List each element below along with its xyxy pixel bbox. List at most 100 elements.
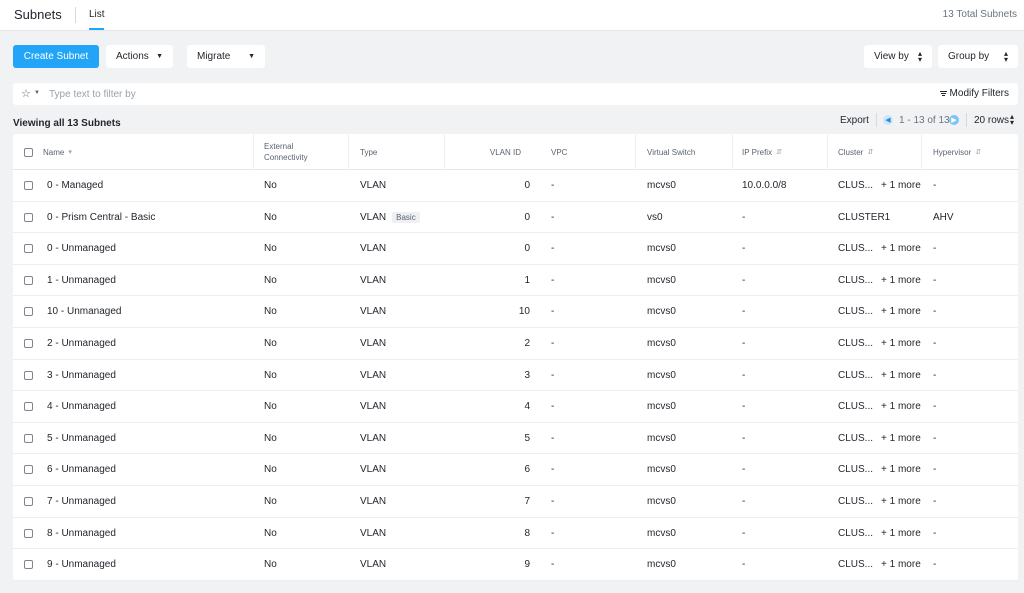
- table-row[interactable]: 0 - Prism Central - Basic No VLAN Basic 0 - vs…: [13, 202, 1018, 234]
- table-row[interactable]: 10 - Unmanaged No VLAN 10 - mcvs0 - CLUS... + 1 …: [13, 296, 1018, 328]
- cell-name[interactable]: 10 - Unmanaged: [47, 296, 122, 327]
- cell-name[interactable]: 0 - Managed: [47, 170, 103, 201]
- column-header-ip-prefix[interactable]: IP Prefix ⇵: [742, 134, 822, 170]
- filter-input[interactable]: [49, 86, 549, 102]
- row-checkbox[interactable]: [24, 370, 33, 380]
- cell-ip-prefix: -: [742, 518, 745, 549]
- column-header-type[interactable]: Type: [360, 134, 440, 170]
- more-clusters-link[interactable]: + 1 more: [881, 464, 921, 476]
- subnet-name-link[interactable]: 0 - Prism Central - Basic: [47, 211, 156, 223]
- tab-list[interactable]: List: [89, 9, 105, 20]
- row-checkbox[interactable]: [24, 275, 33, 285]
- row-checkbox[interactable]: [24, 560, 33, 570]
- table-row[interactable]: 3 - Unmanaged No VLAN 3 - mcvs0 - CLUS... + 1 mo…: [13, 360, 1018, 392]
- cell-name[interactable]: 8 - Unmanaged: [47, 518, 116, 549]
- actions-dropdown[interactable]: Actions ▼: [106, 45, 173, 68]
- row-checkbox[interactable]: [24, 402, 33, 412]
- cell-cluster: CLUS... + 1 more: [838, 518, 921, 549]
- subnet-name-link[interactable]: 5 - Unmanaged: [47, 432, 116, 444]
- more-clusters-link[interactable]: + 1 more: [881, 180, 921, 191]
- cell-text: VLAN: [360, 306, 387, 318]
- more-clusters-link[interactable]: + 1 more: [881, 559, 921, 571]
- cell-name[interactable]: 0 - Prism Central - Basic: [47, 202, 155, 233]
- more-clusters-link[interactable]: + 1 more: [881, 401, 921, 413]
- modify-filters-button[interactable]: Modify Filters: [939, 88, 1009, 99]
- row-checkbox[interactable]: [24, 339, 33, 348]
- group-by-select[interactable]: Group by ▴ ▾: [938, 45, 1018, 68]
- row-checkbox[interactable]: [24, 433, 33, 443]
- column-header-cluster[interactable]: Cluster ⇵: [838, 134, 918, 170]
- subnet-name-link[interactable]: 10 - Unmanaged: [47, 306, 122, 318]
- subnet-name-link[interactable]: 2 - Unmanaged: [47, 338, 116, 349]
- export-link[interactable]: Export: [840, 115, 869, 126]
- subnet-name-link[interactable]: 0 - Unmanaged: [47, 243, 116, 255]
- create-subnet-button[interactable]: Create Subnet: [13, 45, 99, 68]
- column-header-virtual-switch[interactable]: Virtual Switch: [647, 134, 727, 170]
- previous-page-icon[interactable]: ◀: [883, 115, 893, 125]
- table-row[interactable]: 2 - Unmanaged No VLAN 2 - mcvs0 - CLUS... + 1 mo…: [13, 328, 1018, 360]
- cell-text: -: [551, 464, 555, 476]
- cell-name[interactable]: 1 - Unmanaged: [47, 265, 116, 296]
- subnet-name-link[interactable]: 7 - Unmanaged: [47, 496, 116, 507]
- column-header-external-connectivity[interactable]: External Connectivity: [264, 134, 334, 170]
- sort-desc-icon: ▾: [68, 148, 72, 156]
- subnet-name-link[interactable]: 1 - Unmanaged: [47, 274, 116, 286]
- column-header-vpc[interactable]: VPC: [551, 134, 631, 170]
- more-clusters-link[interactable]: + 1 more: [881, 369, 921, 381]
- table-row[interactable]: 6 - Unmanaged No VLAN 6 - mcvs0 - CLUS... + 1 mo…: [13, 454, 1018, 486]
- table-row[interactable]: 8 - Unmanaged No VLAN 8 - mcvs0 - CLUS... + 1 mo…: [13, 518, 1018, 550]
- column-header-hypervisor[interactable]: Hypervisor ⇵: [933, 134, 1013, 170]
- row-checkbox[interactable]: [24, 307, 33, 317]
- row-checkbox[interactable]: [24, 465, 33, 475]
- cell-external-connectivity: No: [264, 328, 277, 359]
- row-checkbox[interactable]: [24, 528, 33, 538]
- rows-per-page-select[interactable]: 20 rows ▴ ▾: [974, 113, 1014, 127]
- star-icon[interactable]: ☆: [21, 88, 31, 100]
- subnet-name-link[interactable]: 8 - Unmanaged: [47, 527, 116, 539]
- cell-name[interactable]: 2 - Unmanaged: [47, 328, 116, 359]
- subnet-name-link[interactable]: 4 - Unmanaged: [47, 401, 116, 413]
- cell-name[interactable]: 9 - Unmanaged: [47, 549, 116, 580]
- cell-name[interactable]: 7 - Unmanaged: [47, 486, 116, 517]
- row-checkbox[interactable]: [24, 244, 33, 254]
- row-checkbox[interactable]: [24, 181, 33, 190]
- column-header-vlan-id[interactable]: VLAN ID: [453, 134, 521, 170]
- cell-name[interactable]: 4 - Unmanaged: [47, 391, 116, 422]
- cell-name[interactable]: 5 - Unmanaged: [47, 423, 116, 454]
- subnet-name-link[interactable]: 6 - Unmanaged: [47, 464, 116, 476]
- cell-text: VLAN: [360, 369, 387, 381]
- chevron-down-icon[interactable]: ▼: [34, 90, 40, 96]
- subnet-name-link[interactable]: 3 - Unmanaged: [47, 369, 116, 381]
- table-row[interactable]: 9 - Unmanaged No VLAN 9 - mcvs0 - CLUS... + 1 mo…: [13, 549, 1018, 581]
- table-row[interactable]: 5 - Unmanaged No VLAN 5 - mcvs0 - CLUS... + 1 mo…: [13, 423, 1018, 455]
- sort-icon: ⇵: [975, 148, 982, 156]
- more-clusters-link[interactable]: + 1 more: [881, 274, 921, 286]
- cell-cluster: CLUS... + 1 more: [838, 233, 921, 264]
- select-all-checkbox[interactable]: [24, 148, 33, 157]
- table-row[interactable]: 1 - Unmanaged No VLAN 1 - mcvs0 - CLUS... + 1 mo…: [13, 265, 1018, 297]
- table-row[interactable]: 7 - Unmanaged No VLAN 7 - mcvs0 - CLUS... + 1 mo…: [13, 486, 1018, 518]
- migrate-dropdown[interactable]: Migrate ▼: [187, 45, 265, 68]
- table-row[interactable]: 0 - Managed No VLAN 0 - mcvs0 10.0.0.0/8 CLUS..…: [13, 170, 1018, 202]
- subnet-name-link[interactable]: 0 - Managed: [47, 180, 104, 191]
- column-label: Type: [360, 147, 378, 157]
- more-clusters-link[interactable]: + 1 more: [881, 432, 921, 444]
- row-checkbox[interactable]: [24, 212, 33, 222]
- next-page-icon[interactable]: ▶: [949, 115, 959, 125]
- subnet-name-link[interactable]: 9 - Unmanaged: [47, 559, 116, 571]
- column-divider: [827, 134, 828, 170]
- migrate-label: Migrate: [197, 51, 231, 62]
- cell-name[interactable]: 0 - Unmanaged: [47, 233, 116, 264]
- more-clusters-link[interactable]: + 1 more: [881, 527, 921, 539]
- column-header-name[interactable]: Name ▾: [43, 134, 243, 170]
- more-clusters-link[interactable]: + 1 more: [881, 496, 921, 507]
- view-by-select[interactable]: View by ▴ ▾: [864, 45, 932, 68]
- more-clusters-link[interactable]: + 1 more: [881, 243, 921, 255]
- more-clusters-link[interactable]: + 1 more: [881, 306, 921, 318]
- table-row[interactable]: 0 - Unmanaged No VLAN 0 - mcvs0 - CLUS... + 1 mo…: [13, 233, 1018, 265]
- cell-name[interactable]: 6 - Unmanaged: [47, 454, 116, 485]
- table-row[interactable]: 4 - Unmanaged No VLAN 4 - mcvs0 - CLUS... + 1 mo…: [13, 391, 1018, 423]
- more-clusters-link[interactable]: + 1 more: [881, 338, 921, 349]
- cell-name[interactable]: 3 - Unmanaged: [47, 360, 116, 391]
- row-checkbox[interactable]: [24, 497, 33, 506]
